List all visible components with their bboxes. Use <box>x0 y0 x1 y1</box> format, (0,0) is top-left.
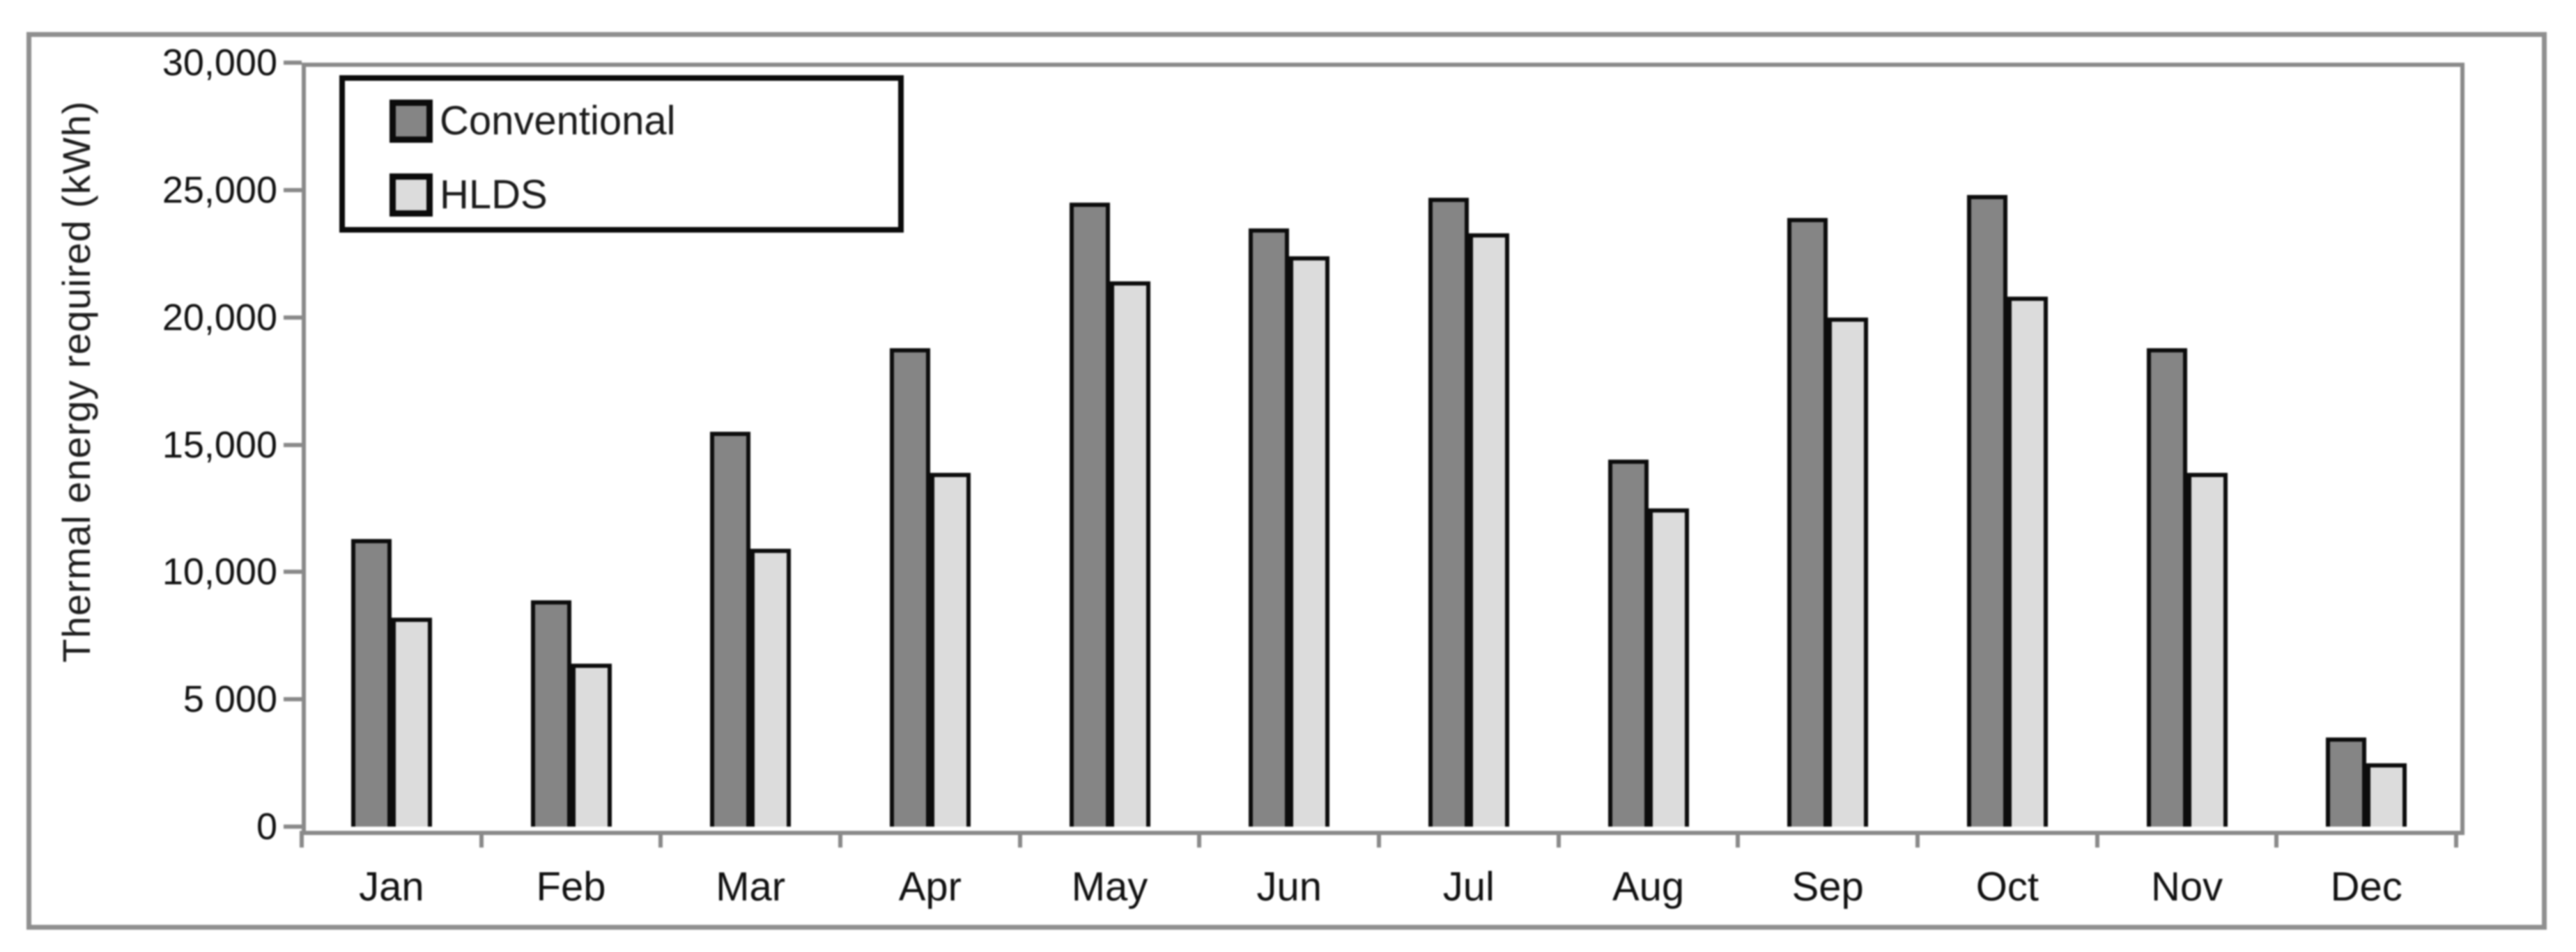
bar-hlds-may <box>1109 281 1150 827</box>
x-tick-mark <box>479 831 484 848</box>
legend-swatch-hlds <box>390 173 433 217</box>
y-tick-label: 30,000 <box>162 42 277 84</box>
category-slot-feb <box>481 63 661 827</box>
y-tick-label: 20,000 <box>162 296 277 338</box>
category-slot-jun <box>1199 63 1379 827</box>
y-tick-label: 25,000 <box>162 169 277 211</box>
bar-conventional-apr <box>889 348 930 827</box>
category-slot-mar <box>661 63 840 827</box>
category-slot-jan <box>302 63 481 827</box>
x-tick-label-jan: Jan <box>359 864 424 910</box>
bar-hlds-nov <box>2186 473 2228 827</box>
bar-hlds-jun <box>1289 256 1330 827</box>
x-tick-mark <box>1736 831 1741 848</box>
legend-box: Conventional HLDS <box>339 75 904 233</box>
legend-label-hlds: HLDS <box>440 172 548 217</box>
y-tick-mark <box>284 825 302 829</box>
x-tick-label-dec: Dec <box>2330 864 2403 910</box>
bar-conventional-may <box>1069 203 1110 827</box>
bar-hlds-mar <box>750 549 792 827</box>
x-tick-mark <box>1915 831 1920 848</box>
bar-conventional-jun <box>1249 228 1290 827</box>
x-tick-mark <box>1377 831 1381 848</box>
bar-hlds-aug <box>1648 508 1689 827</box>
bar-conventional-aug <box>1607 460 1649 827</box>
y-tick-mark <box>284 570 302 575</box>
x-tick-mark <box>838 831 842 848</box>
x-tick-mark <box>2274 831 2279 848</box>
x-tick-label-apr: Apr <box>898 864 962 910</box>
bar-conventional-sep <box>1787 218 1828 827</box>
bar-conventional-mar <box>710 432 751 827</box>
legend-label-conventional: Conventional <box>440 98 676 143</box>
x-tick-mark <box>300 831 304 848</box>
bar-conventional-feb <box>530 600 571 827</box>
bar-hlds-sep <box>1828 318 1869 827</box>
x-tick-label-oct: Oct <box>1975 864 2039 910</box>
y-tick-mark <box>284 315 302 320</box>
x-tick-label-feb: Feb <box>536 864 606 910</box>
x-tick-label-nov: Nov <box>2150 864 2223 910</box>
category-slot-jul <box>1379 63 1559 827</box>
bar-hlds-feb <box>571 664 612 827</box>
x-tick-label-may: May <box>1071 864 1148 910</box>
x-tick-label-sep: Sep <box>1791 864 1864 910</box>
bar-hlds-dec <box>2366 763 2407 827</box>
category-slot-aug <box>1559 63 1738 827</box>
bar-conventional-jul <box>1428 198 1469 827</box>
legend-entry-conventional: Conventional <box>390 98 676 143</box>
x-tick-mark <box>2454 831 2458 848</box>
y-tick-label: 10,000 <box>162 551 277 593</box>
y-tick-mark <box>284 442 302 447</box>
x-tick-label-jun: Jun <box>1256 864 1322 910</box>
category-slot-may <box>1020 63 1200 827</box>
x-tick-mark <box>1556 831 1561 848</box>
x-tick-mark <box>658 831 663 848</box>
y-tick-label: 5 000 <box>183 678 277 721</box>
bar-hlds-apr <box>930 473 971 827</box>
bar-conventional-dec <box>2326 738 2367 827</box>
bar-conventional-jan <box>350 539 392 827</box>
y-tick-label: 15,000 <box>162 423 277 466</box>
category-slot-apr <box>840 63 1020 827</box>
x-axis-category-labels: Jan Feb Mar Apr May Jun Jul Aug Sep Oct Nov Dec <box>302 864 2456 910</box>
y-tick-mark <box>284 61 302 65</box>
category-slot-nov <box>2097 63 2277 827</box>
bar-hlds-jan <box>391 618 432 827</box>
category-slot-sep <box>1738 63 1918 827</box>
category-slot-dec <box>2276 63 2456 827</box>
y-tick-mark <box>284 187 302 192</box>
legend-swatch-conventional <box>390 100 433 143</box>
bar-conventional-nov <box>2146 348 2187 827</box>
legend-entry-hlds: HLDS <box>390 172 548 217</box>
x-tick-mark <box>1017 831 1022 848</box>
bar-hlds-oct <box>2007 297 2048 827</box>
y-tick-mark <box>284 697 302 702</box>
bar-conventional-oct <box>1966 195 2007 827</box>
x-tick-mark <box>2095 831 2099 848</box>
category-slot-oct <box>1918 63 2097 827</box>
bar-hlds-jul <box>1468 233 1509 827</box>
x-tick-label-aug: Aug <box>1612 864 1685 910</box>
x-tick-mark <box>1197 831 1202 848</box>
x-tick-label-jul: Jul <box>1442 864 1495 910</box>
y-tick-label: 0 <box>256 806 277 848</box>
bar-series-container <box>302 63 2456 827</box>
x-tick-label-mar: Mar <box>716 864 786 910</box>
